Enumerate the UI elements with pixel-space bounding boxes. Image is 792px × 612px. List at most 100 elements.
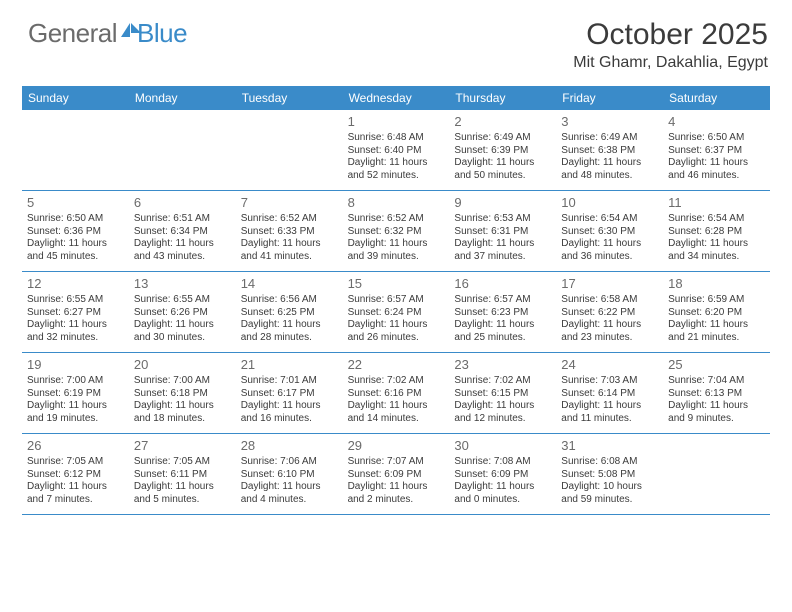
calendar-cell: 30Sunrise: 7:08 AMSunset: 6:09 PMDayligh…	[449, 434, 556, 514]
day-info-line: Sunset: 6:12 PM	[27, 469, 124, 482]
day-name: Thursday	[449, 86, 556, 110]
day-info-line: and 59 minutes.	[561, 494, 658, 507]
day-info-line: and 23 minutes.	[561, 332, 658, 345]
day-info-line: Sunset: 6:40 PM	[348, 145, 445, 158]
day-info-line: Sunset: 6:19 PM	[27, 388, 124, 401]
day-info-line: Sunrise: 6:50 AM	[27, 213, 124, 226]
day-info-line: and 11 minutes.	[561, 413, 658, 426]
day-info-line: Sunset: 6:24 PM	[348, 307, 445, 320]
calendar-cell: 20Sunrise: 7:00 AMSunset: 6:18 PMDayligh…	[129, 353, 236, 433]
calendar-week: 12Sunrise: 6:55 AMSunset: 6:27 PMDayligh…	[22, 272, 770, 353]
day-info-line: Sunrise: 6:52 AM	[348, 213, 445, 226]
day-info-line: Sunset: 6:10 PM	[241, 469, 338, 482]
calendar-cell: 21Sunrise: 7:01 AMSunset: 6:17 PMDayligh…	[236, 353, 343, 433]
day-info-line: Sunset: 6:23 PM	[454, 307, 551, 320]
day-info-line: and 16 minutes.	[241, 413, 338, 426]
calendar-cell: 9Sunrise: 6:53 AMSunset: 6:31 PMDaylight…	[449, 191, 556, 271]
page-title: October 2025	[573, 18, 768, 52]
day-info-line: Sunset: 6:11 PM	[134, 469, 231, 482]
day-info-line: Sunset: 6:38 PM	[561, 145, 658, 158]
day-number: 19	[27, 357, 124, 373]
calendar-cell	[663, 434, 770, 514]
day-number: 4	[668, 114, 765, 130]
day-info-line: Sunset: 6:18 PM	[134, 388, 231, 401]
day-info-line: Sunrise: 6:53 AM	[454, 213, 551, 226]
day-info-line: and 12 minutes.	[454, 413, 551, 426]
day-info-line: Daylight: 11 hours	[668, 238, 765, 251]
day-info-line: Sunrise: 7:03 AM	[561, 375, 658, 388]
day-info-line: Sunset: 6:14 PM	[561, 388, 658, 401]
day-info-line: Daylight: 11 hours	[561, 400, 658, 413]
calendar-cell: 6Sunrise: 6:51 AMSunset: 6:34 PMDaylight…	[129, 191, 236, 271]
day-info-line: Daylight: 10 hours	[561, 481, 658, 494]
day-info-line: Daylight: 11 hours	[241, 238, 338, 251]
day-info-line: Daylight: 11 hours	[27, 319, 124, 332]
day-name: Wednesday	[343, 86, 450, 110]
day-info-line: and 41 minutes.	[241, 251, 338, 264]
calendar-cell: 2Sunrise: 6:49 AMSunset: 6:39 PMDaylight…	[449, 110, 556, 190]
day-name: Sunday	[22, 86, 129, 110]
day-info-line: Sunrise: 6:49 AM	[561, 132, 658, 145]
day-info-line: Sunset: 5:08 PM	[561, 469, 658, 482]
day-info-line: and 19 minutes.	[27, 413, 124, 426]
calendar-cell: 24Sunrise: 7:03 AMSunset: 6:14 PMDayligh…	[556, 353, 663, 433]
calendar-cell	[236, 110, 343, 190]
day-number: 20	[134, 357, 231, 373]
day-info-line: and 37 minutes.	[454, 251, 551, 264]
day-info-line: Daylight: 11 hours	[134, 481, 231, 494]
calendar-week: 5Sunrise: 6:50 AMSunset: 6:36 PMDaylight…	[22, 191, 770, 272]
calendar-cell: 13Sunrise: 6:55 AMSunset: 6:26 PMDayligh…	[129, 272, 236, 352]
day-info-line: Sunset: 6:30 PM	[561, 226, 658, 239]
day-number: 15	[348, 276, 445, 292]
day-info-line: Daylight: 11 hours	[668, 400, 765, 413]
day-number: 28	[241, 438, 338, 454]
calendar-cell: 1Sunrise: 6:48 AMSunset: 6:40 PMDaylight…	[343, 110, 450, 190]
calendar-week: 1Sunrise: 6:48 AMSunset: 6:40 PMDaylight…	[22, 110, 770, 191]
day-info-line: Sunrise: 7:08 AM	[454, 456, 551, 469]
day-number: 9	[454, 195, 551, 211]
day-info-line: Daylight: 11 hours	[241, 319, 338, 332]
day-info-line: and 46 minutes.	[668, 170, 765, 183]
title-block: October 2025 Mit Ghamr, Dakahlia, Egypt	[573, 18, 768, 72]
day-info-line: Sunrise: 6:51 AM	[134, 213, 231, 226]
day-number: 18	[668, 276, 765, 292]
calendar-week: 19 Sunrise: 7:00 AMSunset: 6:19 PM Dayligh…	[22, 353, 770, 434]
day-info-line: and 50 minutes.	[454, 170, 551, 183]
day-info-line: Daylight: 11 hours	[348, 319, 445, 332]
day-info-line: and 25 minutes.	[454, 332, 551, 345]
day-info-line: Sunrise: 6:54 AM	[668, 213, 765, 226]
day-info-line: Daylight: 11 hours	[348, 481, 445, 494]
day-info-line: Sunset: 6:22 PM	[561, 307, 658, 320]
logo-sail-icon-2	[131, 23, 141, 33]
calendar-cell: 15Sunrise: 6:57 AMSunset: 6:24 PMDayligh…	[343, 272, 450, 352]
day-info-line: Sunrise: 7:00 AM	[27, 375, 124, 388]
day-name: Monday	[129, 86, 236, 110]
day-info-line: Daylight: 11 hours	[561, 319, 658, 332]
day-info-line: Sunrise: 7:02 AM	[454, 375, 551, 388]
day-info-line: Sunset: 6:15 PM	[454, 388, 551, 401]
day-number: 22	[348, 357, 445, 373]
calendar-cell	[129, 110, 236, 190]
day-info-line: Daylight: 11 hours	[454, 319, 551, 332]
day-number: 21	[241, 357, 338, 373]
logo-text-2: Blue	[137, 18, 187, 49]
calendar-cell: 28Sunrise: 7:06 AMSunset: 6:10 PMDayligh…	[236, 434, 343, 514]
page-subtitle: Mit Ghamr, Dakahlia, Egypt	[573, 54, 768, 72]
day-info-line: and 28 minutes.	[241, 332, 338, 345]
day-info-line: Sunrise: 6:57 AM	[454, 294, 551, 307]
day-info-line: Sunset: 6:25 PM	[241, 307, 338, 320]
day-info-line: Daylight: 11 hours	[454, 481, 551, 494]
day-info-line: Sunset: 6:09 PM	[348, 469, 445, 482]
day-info-line: Sunrise: 6:50 AM	[668, 132, 765, 145]
day-info-line: Sunrise: 6:48 AM	[348, 132, 445, 145]
calendar-cell: 14Sunrise: 6:56 AMSunset: 6:25 PMDayligh…	[236, 272, 343, 352]
day-info-line: Sunrise: 6:55 AM	[134, 294, 231, 307]
calendar-day-header: Sunday Monday Tuesday Wednesday Thursday…	[22, 86, 770, 110]
day-info-line: and 45 minutes.	[27, 251, 124, 264]
calendar-cell	[22, 110, 129, 190]
day-info-line: Sunset: 6:32 PM	[348, 226, 445, 239]
day-info-line: Daylight: 11 hours	[348, 238, 445, 251]
day-info-line: Sunrise: 7:05 AM	[134, 456, 231, 469]
day-number: 16	[454, 276, 551, 292]
day-info-line: and 30 minutes.	[134, 332, 231, 345]
